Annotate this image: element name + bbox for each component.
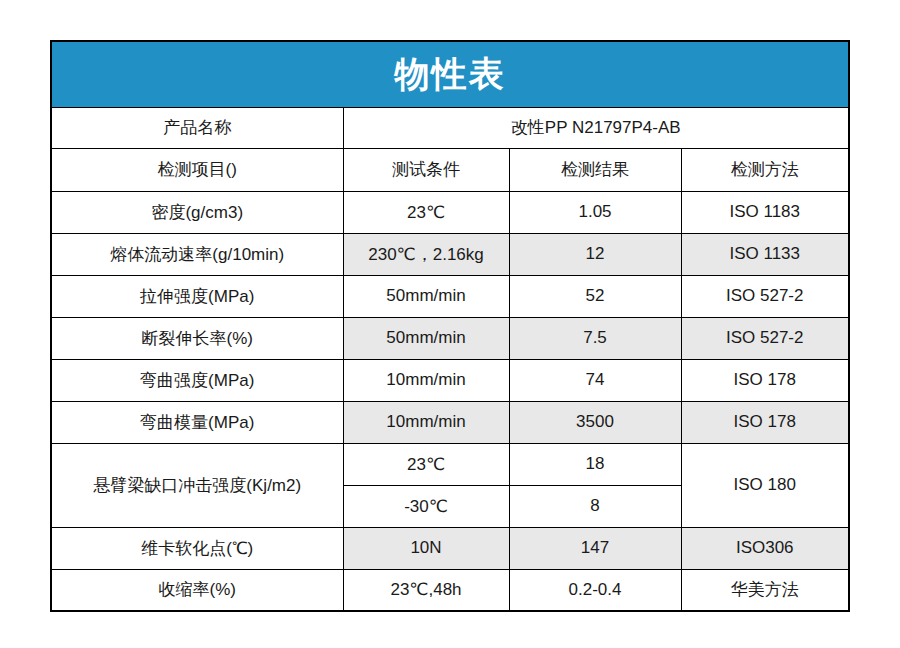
property-item-cell: 熔体流动速率(g/10min) (51, 233, 343, 275)
properties-table-container: 物性表 产品名称 改性PP N21797P4-AB 检测项目() 测试条件 检测… (50, 40, 848, 612)
property-item-cell: 收缩率(%) (51, 569, 343, 611)
test-result-cell: 8 (509, 485, 681, 527)
table-row: 收缩率(%)23℃,48h0.2-0.4华美方法 (51, 569, 849, 611)
product-name-value: 改性PP N21797P4-AB (343, 107, 849, 148)
table-row: 弯曲强度(MPa)10mm/min74ISO 178 (51, 359, 849, 401)
test-condition-cell: 50mm/min (343, 317, 509, 359)
table-row: 弯曲模量(MPa)10mm/min3500ISO 178 (51, 401, 849, 443)
test-method-cell: ISO306 (681, 527, 849, 569)
table-row: 维卡软化点(℃)10N147ISO306 (51, 527, 849, 569)
product-name-label: 产品名称 (51, 107, 343, 148)
property-item-cell: 维卡软化点(℃) (51, 527, 343, 569)
table-row: 悬臂梁缺口冲击强度(Kj/m2)23℃18ISO 180 (51, 443, 849, 485)
test-condition-cell: 10mm/min (343, 401, 509, 443)
test-result-cell: 1.05 (509, 191, 681, 233)
test-method-cell: ISO 178 (681, 359, 849, 401)
table-row: 密度(g/cm3)23℃1.05ISO 1183 (51, 191, 849, 233)
test-method-cell: 华美方法 (681, 569, 849, 611)
test-method-cell: ISO 1183 (681, 191, 849, 233)
property-item-cell: 密度(g/cm3) (51, 191, 343, 233)
property-item-cell: 断裂伸长率(%) (51, 317, 343, 359)
test-condition-cell: 23℃,48h (343, 569, 509, 611)
test-result-cell: 147 (509, 527, 681, 569)
column-header-item: 检测项目() (51, 148, 343, 191)
test-method-cell: ISO 527-2 (681, 317, 849, 359)
test-method-cell: ISO 180 (681, 443, 849, 527)
test-condition-cell: 10N (343, 527, 509, 569)
property-item-cell: 悬臂梁缺口冲击强度(Kj/m2) (51, 443, 343, 527)
test-condition-cell: 50mm/min (343, 275, 509, 317)
table-row: 拉伸强度(MPa)50mm/min52ISO 527-2 (51, 275, 849, 317)
column-header-method: 检测方法 (681, 148, 849, 191)
test-condition-cell: 10mm/min (343, 359, 509, 401)
column-header-row: 检测项目() 测试条件 检测结果 检测方法 (51, 148, 849, 191)
test-result-cell: 52 (509, 275, 681, 317)
test-condition-cell: -30℃ (343, 485, 509, 527)
table-row: 断裂伸长率(%)50mm/min7.5ISO 527-2 (51, 317, 849, 359)
test-result-cell: 74 (509, 359, 681, 401)
test-result-cell: 0.2-0.4 (509, 569, 681, 611)
test-result-cell: 7.5 (509, 317, 681, 359)
table-title-row: 物性表 (51, 41, 849, 107)
table-title: 物性表 (51, 41, 849, 107)
table-row: 熔体流动速率(g/10min)230℃，2.16kg12ISO 1133 (51, 233, 849, 275)
test-method-cell: ISO 178 (681, 401, 849, 443)
column-header-result: 检测结果 (509, 148, 681, 191)
test-result-cell: 3500 (509, 401, 681, 443)
test-condition-cell: 23℃ (343, 191, 509, 233)
property-item-cell: 弯曲模量(MPa) (51, 401, 343, 443)
test-result-cell: 12 (509, 233, 681, 275)
test-method-cell: ISO 1133 (681, 233, 849, 275)
properties-table: 物性表 产品名称 改性PP N21797P4-AB 检测项目() 测试条件 检测… (50, 40, 850, 612)
test-condition-cell: 23℃ (343, 443, 509, 485)
column-header-condition: 测试条件 (343, 148, 509, 191)
test-condition-cell: 230℃，2.16kg (343, 233, 509, 275)
test-method-cell: ISO 527-2 (681, 275, 849, 317)
property-item-cell: 弯曲强度(MPa) (51, 359, 343, 401)
test-result-cell: 18 (509, 443, 681, 485)
property-item-cell: 拉伸强度(MPa) (51, 275, 343, 317)
product-name-row: 产品名称 改性PP N21797P4-AB (51, 107, 849, 148)
